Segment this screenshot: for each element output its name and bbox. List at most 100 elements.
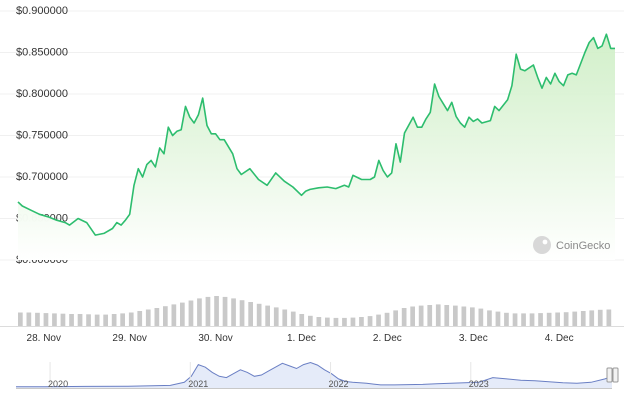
- volume-bar: [282, 309, 288, 326]
- volume-bar: [453, 305, 458, 326]
- volume-bar: [393, 310, 398, 326]
- volume-bar: [128, 312, 134, 326]
- x-tick-label: 3. Dec: [459, 333, 488, 344]
- volume-bar: [401, 308, 407, 326]
- volume-bar: [546, 312, 552, 326]
- volume-bar: [145, 309, 151, 326]
- volume-bar: [461, 306, 467, 326]
- volume-bar: [316, 317, 322, 326]
- coingecko-watermark: CoinGecko: [533, 236, 610, 254]
- navigator-year-ticks: 2020 2021 2022 2023: [48, 362, 489, 389]
- volume-bar: [163, 306, 168, 326]
- volume-bar: [265, 305, 270, 326]
- volume-bar: [273, 307, 279, 326]
- navigator-year-label: 2021: [188, 379, 208, 389]
- volume-bar: [427, 305, 433, 326]
- gecko-logo-eye: [542, 239, 548, 245]
- volume-bar: [120, 313, 125, 326]
- volume-bar: [555, 312, 560, 326]
- volume-bar: [299, 314, 305, 326]
- volume-bar: [256, 303, 262, 326]
- x-tick-label: 4. Dec: [545, 333, 574, 344]
- volume-bar: [529, 313, 535, 326]
- x-tick-label: 2. Dec: [373, 333, 402, 344]
- navigator-year-label: 2020: [48, 379, 68, 389]
- volume-bar: [589, 310, 595, 326]
- volume-bar: [580, 311, 586, 326]
- volume-bar: [60, 313, 66, 326]
- watermark-text: CoinGecko: [556, 240, 610, 252]
- navigator-left-handle[interactable]: [606, 367, 613, 383]
- x-tick-label: 28. Nov: [27, 333, 61, 344]
- volume-bar: [504, 312, 509, 326]
- volume-bar: [43, 313, 49, 326]
- navigator-year-label: 2022: [329, 379, 349, 389]
- volume-bar: [290, 311, 296, 326]
- navigator-right-handle[interactable]: [612, 367, 619, 383]
- volume-bar: [478, 308, 484, 326]
- volume-bar: [538, 313, 543, 326]
- volume-bar: [487, 310, 492, 326]
- volume-bar: [205, 296, 211, 326]
- volume-bar: [111, 314, 117, 326]
- price-area-fill: [18, 34, 615, 261]
- gecko-logo-icon: [533, 236, 551, 254]
- volume-bar: [77, 314, 83, 326]
- x-tick-label: 29. Nov: [112, 333, 146, 344]
- volume-bar: [52, 313, 57, 326]
- date-axis-ticks: 28. Nov 29. Nov 30. Nov 1. Dec 2. Dec 3. Dec 4…: [27, 333, 574, 344]
- volume-bar: [231, 298, 236, 326]
- volume-bar: [35, 312, 40, 326]
- volume-bar: [563, 312, 569, 326]
- volume-bar: [239, 300, 245, 326]
- volume-bar: [137, 311, 143, 326]
- volume-bar: [26, 312, 32, 326]
- volume-bar: [171, 304, 177, 326]
- y-tick-label: $0.800000: [16, 88, 68, 100]
- navigator-line: [16, 361, 613, 388]
- volume-bar: [69, 314, 74, 326]
- volume-bars: [0, 296, 624, 327]
- price-gridlines: [0, 10, 624, 261]
- volume-bar: [435, 304, 441, 326]
- volume-bar: [222, 296, 228, 326]
- volume-bar: [410, 306, 415, 326]
- x-tick-label: 30. Nov: [198, 333, 232, 344]
- volume-bar: [154, 308, 160, 326]
- volume-bar: [384, 312, 390, 326]
- navigator-area: [16, 362, 612, 388]
- volume-bar: [606, 309, 612, 326]
- volume-bar: [248, 302, 253, 326]
- volume-bar: [180, 302, 185, 326]
- x-tick-label: 1. Dec: [287, 333, 316, 344]
- volume-bar: [103, 314, 108, 326]
- volume-bar: [325, 317, 330, 326]
- volume-bar: [444, 305, 450, 326]
- y-tick-label: $0.750000: [16, 130, 68, 142]
- volume-bar: [597, 309, 603, 326]
- volume-bar: [86, 314, 91, 326]
- navigator[interactable]: [0, 360, 624, 390]
- volume-bar: [470, 307, 475, 326]
- volume-bar: [495, 311, 501, 326]
- volume-bar: [512, 313, 518, 326]
- y-tick-label: $0.900000: [16, 5, 68, 17]
- volume-bar: [342, 317, 347, 326]
- volume-bar: [418, 305, 424, 326]
- volume-bar: [521, 313, 526, 326]
- volume-bar: [18, 312, 23, 326]
- volume-bar: [188, 300, 194, 326]
- volume-bar: [376, 314, 381, 326]
- volume-bar: [333, 317, 339, 326]
- volume-bar: [308, 315, 313, 326]
- volume-bar: [94, 314, 100, 326]
- volume-bar: [359, 317, 364, 326]
- y-tick-label: $0.850000: [16, 47, 68, 59]
- volume-bar: [214, 296, 219, 326]
- y-tick-label: $0.700000: [16, 171, 68, 183]
- volume-bar: [197, 298, 202, 326]
- volume-bar: [367, 316, 373, 326]
- price-line-layer: [17, 33, 615, 236]
